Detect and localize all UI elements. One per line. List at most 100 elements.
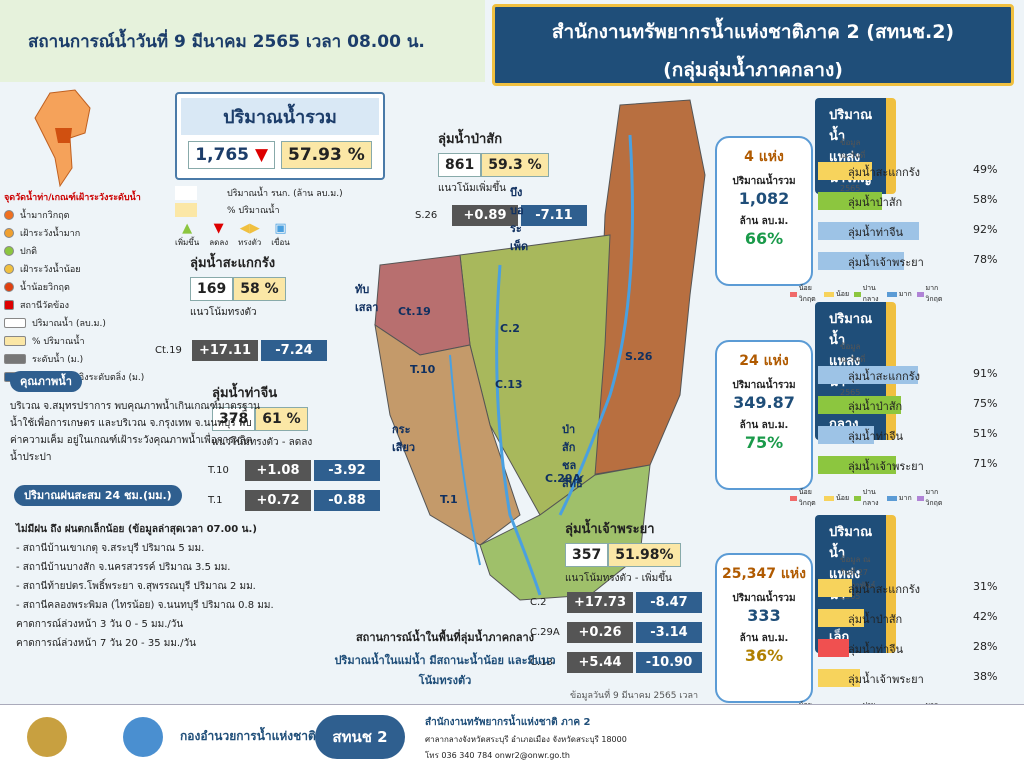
rain-line: คาดการณ์ล่วงหน้า 7 วัน 20 - 35 มม./วัน [16, 638, 196, 649]
scale-swatch [886, 291, 897, 297]
reservoir-basin: ลุ่มน้ำสะแกกรัง [848, 583, 920, 596]
key-percent: % ปริมาณน้ำ [175, 203, 375, 217]
map-label: T.10 [410, 363, 436, 376]
reservoir-basin: ลุ่มน้ำป่าสัก [848, 613, 903, 626]
rain-line: - สถานีท้ายปตร.โพธิ์พระยา จ.สุพรรณบุรี ป… [16, 581, 256, 592]
reservoir-total: 333 [747, 606, 781, 625]
legend-item: % ปริมาณน้ำ [4, 334, 174, 348]
legend-label: เฝ้าระวังน้ำมาก [20, 229, 81, 239]
scale-swatch [790, 495, 797, 501]
scale-item: มากวิกฤต [916, 487, 946, 509]
reservoir-bar [818, 366, 919, 384]
scale-item: น้อยวิกฤต [790, 487, 819, 509]
reservoir-value: 78% [973, 253, 998, 266]
station-row: C.2 +17.73 -8.47 [530, 592, 702, 613]
reservoir-basin: ลุ่มน้ำป่าสัก [848, 196, 903, 209]
legend-label: เฝ้าระวังน้ำน้อย [20, 265, 81, 275]
station-row: T.1 +0.72 -0.88 [208, 490, 380, 511]
station-ref: -10.90 [636, 652, 702, 673]
badge: สทนช 2 [315, 715, 405, 759]
basin-trend: แนวโน้มทรงตัว - เพิ่มขึ้น [565, 573, 672, 584]
legend-label: สถานีวัดข้อง [20, 301, 69, 311]
reservoir-row: ลุ่มน้ำสะแกกรัง 91% [818, 364, 1018, 386]
scale-swatch [854, 291, 861, 297]
legend-item: ปกติ [4, 244, 174, 258]
reservoir-basin: ลุ่มน้ำท่าจีน [848, 226, 904, 239]
basin-percent: 61 % [255, 407, 308, 431]
station-level: +5.44 [567, 652, 633, 673]
reservoir-row: ลุ่มน้ำท่าจีน 28% [818, 637, 1018, 659]
station-ref: -8.47 [636, 592, 702, 613]
total-volume: 1,765 ▼ [188, 141, 276, 169]
basin-card: ลุ่มน้ำท่าจีน 378 61 % แนวโน้มทรงตัว - ลดลง [212, 382, 362, 450]
reservoir-basin: ลุ่มน้ำเจ้าพระยา [848, 256, 924, 269]
quality: คุณภาพน้ำ บริเวณ จ.สมุทรปราการ พบคุณภาพน… [10, 371, 260, 466]
reservoir-value: 38% [973, 670, 998, 683]
rain-title: ปริมาณฝนสะสม 24 ชม.(มม.) [14, 485, 182, 506]
basin-trend: แนวโน้มเพิ่มขึ้น [438, 183, 506, 194]
station-level: +0.72 [245, 490, 311, 511]
rain-line: - สถานีบ้านเขาเกตุ จ.สระบุรี ปริมาณ 5 มม… [16, 543, 205, 554]
station-row: S.26 +0.89 -7.11 [415, 205, 587, 226]
footer: กองอำนวยการน้ำแห่งชาติ สทนช 2 สำนักงานทร… [0, 704, 1024, 769]
scale-label: น้อยวิกฤต [798, 488, 816, 507]
reservoir-basin: ลุ่มน้ำท่าจีน [848, 643, 904, 656]
reservoir-value: 71% [973, 457, 998, 470]
legend-label: ปริมาณน้ำ (ลบ.ม.) [32, 319, 106, 329]
map-note-title: สถานการณ์น้ำในพื้นที่ลุ่มน้ำภาคกลาง [355, 631, 535, 644]
reservoir-percent: 66% [744, 229, 784, 248]
map-label: บึงบอระเพ็ด [510, 186, 529, 253]
reservoir-bar [818, 609, 865, 627]
reservoir-basin: ลุ่มน้ำสะแกกรัง [848, 370, 920, 383]
reservoir-bar [818, 192, 882, 210]
legend-label: ความสูงอ้างอิงระดับตลิ่ง (ม.) [32, 373, 145, 383]
key-icons: ▲ เพิ่มขึ้น ▼ ลดลง ◀▶ ทรงตัว ▣ เขื่อน [175, 221, 375, 249]
station-ref: -3.14 [636, 622, 702, 643]
scale-item: มาก [886, 487, 912, 509]
key-icon: ◀▶ ทรงตัว [238, 221, 261, 249]
reservoir-row: ลุ่มน้ำสะแกกรัง 49% [818, 160, 1018, 182]
basin-volume: 357 [565, 543, 609, 567]
key-icon: ▼ ลดลง [209, 221, 228, 249]
scale-label: น้อยวิกฤต [798, 284, 816, 303]
map-label: ป่าสักชลสิทธิ์ [562, 423, 583, 490]
rain-lines: ไม่มีฝน ถึง ฝนตกเล็กน้อย (ข้อมูลล่าสุดเว… [16, 520, 346, 653]
scale-item: ปานกลาง [854, 487, 882, 509]
legend-item: น้ำมากวิกฤต [4, 208, 174, 222]
legend-label: ระดับน้ำ (ม.) [32, 355, 84, 365]
station-code: Ct.19 [155, 345, 182, 356]
key-icon-label: เขื่อน [271, 238, 290, 247]
scale-item: ปานกลาง [854, 283, 882, 305]
basin-name: ลุ่มน้ำสะแกกรัง [190, 256, 276, 271]
scale-label: น้อย [835, 493, 850, 502]
key-symbol: ▼ [213, 221, 224, 236]
scale-swatch [916, 291, 924, 297]
map-label: C.2 [500, 322, 520, 335]
contact: โทร 036 340 784 onwr2@onwr.go.th [425, 751, 570, 760]
reservoir-percent: 36% [744, 646, 784, 665]
key-symbol: ▣ [274, 221, 287, 236]
legend-swatch [4, 282, 14, 292]
reservoir-total-label: ปริมาณน้ำรวม [732, 593, 796, 604]
basin-card: ลุ่มน้ำเจ้าพระยา 357 51.98% แนวโน้มทรงตัว -… [565, 518, 715, 586]
legend-swatch [4, 354, 26, 364]
legend-swatch [4, 210, 14, 220]
org-subtitle: (กลุ่มลุ่มน้ำภาคกลาง) [663, 59, 843, 81]
key: ปริมาณน้ำ รนก. (ล้าน ลบ.ม.) % ปริมาณน้ำ ▲ เ… [175, 183, 375, 249]
reservoir-bar [818, 639, 849, 657]
station-ref: -3.92 [314, 460, 380, 481]
station-row: T.10 +1.08 -3.92 [208, 460, 380, 481]
reservoir-total-label: ปริมาณน้ำรวม [732, 380, 796, 391]
station-level: +17.73 [567, 592, 633, 613]
reservoir-bar [818, 669, 860, 687]
reservoir-bar [818, 579, 853, 597]
station-code: S.26 [415, 210, 438, 221]
rain-line: ไม่มีฝน ถึง ฝนตกเล็กน้อย (ข้อมูลล่าสุดเว… [16, 524, 257, 535]
quality-title: คุณภาพน้ำ [10, 371, 82, 392]
reservoir-row: ลุ่มน้ำเจ้าพระยา 38% [818, 667, 1018, 689]
station-row: Ct.19 +17.11 -7.24 [155, 340, 327, 361]
scale-label: น้อย [835, 289, 850, 298]
legend-label: น้ำมากวิกฤต [20, 211, 70, 221]
key-icon-label: เพิ่มขึ้น [175, 238, 200, 247]
